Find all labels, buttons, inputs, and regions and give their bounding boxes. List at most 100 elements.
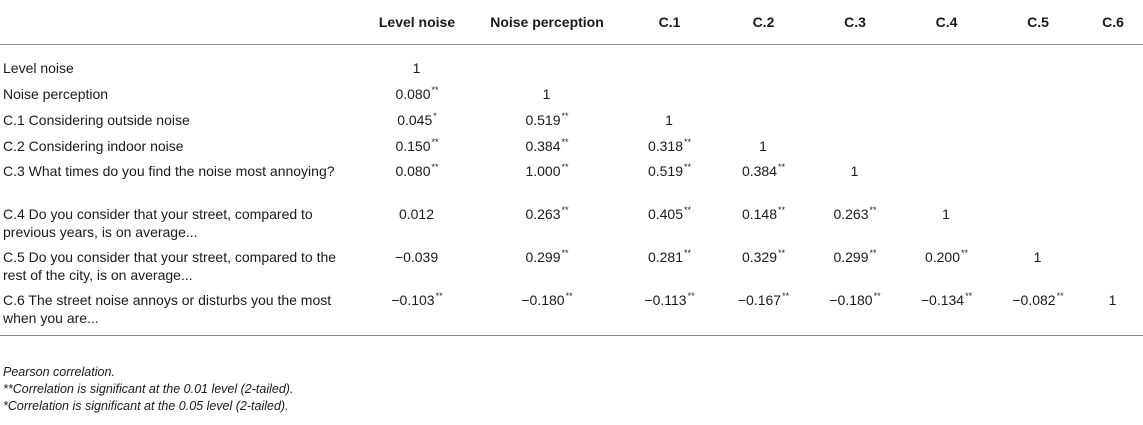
correlation-value: 1	[942, 206, 950, 222]
table-row: C.5 Do you consider that your street, co…	[0, 241, 1143, 284]
correlation-cell	[993, 77, 1083, 103]
correlation-cell: −0.134**	[900, 284, 993, 336]
row-label: C.1 Considering outside noise	[3, 112, 190, 128]
correlation-cell: 0.519**	[622, 155, 717, 198]
correlation-cell: 1	[622, 103, 717, 129]
correlation-cell: 1	[472, 77, 622, 103]
correlation-cell: 0.012	[362, 198, 472, 241]
correlation-value: −0.167	[737, 292, 782, 308]
correlation-cell	[900, 45, 993, 78]
correlation-value: 0.281	[647, 249, 684, 265]
correlation-cell: 0.263**	[810, 198, 900, 241]
correlation-value: 1	[412, 60, 421, 76]
correlation-cell	[993, 103, 1083, 129]
correlation-cell: 0.150**	[362, 129, 472, 155]
correlation-cell	[810, 103, 900, 129]
correlation-cell: 0.200**	[900, 241, 993, 284]
header-cell-c1: C.1	[622, 0, 717, 45]
correlation-cell	[1083, 103, 1143, 129]
correlation-cell	[993, 129, 1083, 155]
correlation-value: 1.000	[525, 163, 561, 179]
correlation-value: 1	[1033, 249, 1042, 265]
correlation-value: 1	[1108, 292, 1117, 308]
row-label: Level noise	[3, 60, 74, 76]
correlation-cell: 0.148**	[717, 198, 810, 241]
correlation-value: 1	[850, 163, 859, 179]
correlation-cell: 0.281**	[622, 241, 717, 284]
correlation-cell: 0.384**	[717, 155, 810, 198]
correlation-value: −0.103	[391, 292, 435, 308]
correlation-cell: −0.039	[362, 241, 472, 284]
correlation-cell	[900, 77, 993, 103]
significance-marker: **	[684, 248, 692, 259]
significance-marker: **	[431, 137, 439, 148]
correlation-value: −0.134	[920, 292, 965, 308]
correlation-cell: −0.167**	[717, 284, 810, 336]
correlation-value: −0.039	[394, 249, 439, 265]
correlation-cell	[622, 45, 717, 78]
significance-marker: **	[561, 205, 569, 216]
correlation-cell: 0.519**	[472, 103, 622, 129]
table-footnotes: Pearson correlation. **Correlation is si…	[3, 364, 293, 415]
footnote-significance-001: **Correlation is significant at the 0.01…	[3, 382, 294, 396]
correlation-value: 0.263	[833, 206, 869, 222]
significance-marker: **	[565, 291, 573, 302]
significance-marker: **	[561, 111, 569, 122]
significance-marker: **	[684, 162, 692, 173]
correlation-cell	[717, 45, 810, 78]
correlation-value: −0.180	[521, 292, 565, 308]
row-label: Noise perception	[3, 86, 109, 102]
header-cell-c5: C.5	[993, 0, 1083, 45]
header-cell-empty	[0, 0, 362, 45]
header-cell-c6: C.6	[1083, 0, 1143, 45]
footnote-significance-005: *Correlation is significant at the 0.05 …	[3, 399, 289, 413]
correlation-cell: 1	[993, 241, 1083, 284]
correlation-value: −0.082	[1012, 292, 1056, 308]
significance-marker: **	[869, 248, 877, 259]
correlation-value: 0.148	[741, 206, 778, 222]
correlation-cell: 0.318**	[622, 129, 717, 155]
correlation-cell	[622, 77, 717, 103]
correlation-cell	[810, 129, 900, 155]
correlation-cell	[810, 45, 900, 78]
significance-marker: **	[561, 162, 569, 173]
correlation-value: −0.180	[829, 292, 873, 308]
correlation-cell: 1	[362, 45, 472, 78]
correlation-value: 0.519	[647, 163, 684, 179]
header-cell-level-noise: Level noise	[362, 0, 472, 45]
table-row: Level noise 1	[0, 45, 1143, 78]
correlation-cell: 1	[900, 198, 993, 241]
correlation-cell	[1083, 155, 1143, 198]
significance-marker: *	[433, 111, 437, 122]
correlation-cell: −0.103**	[362, 284, 472, 336]
correlation-cell	[1083, 77, 1143, 103]
correlation-cell	[993, 198, 1083, 241]
table-row: C.2 Considering indoor noise 0.150** 0.384…	[0, 129, 1143, 155]
correlation-table: Level noise Noise perception C.1 C.2 C.3…	[0, 0, 1143, 336]
significance-marker: **	[778, 162, 786, 173]
significance-marker: **	[961, 248, 969, 259]
table-row: C.3 What times do you find the noise mos…	[0, 155, 1143, 198]
correlation-cell: 0.080**	[362, 77, 472, 103]
correlation-value: 0.150	[395, 138, 431, 154]
correlation-value: 0.384	[741, 163, 778, 179]
correlation-cell: 0.405**	[622, 198, 717, 241]
significance-marker: **	[431, 85, 439, 96]
correlation-cell: 0.299**	[810, 241, 900, 284]
correlation-value: 0.318	[647, 138, 684, 154]
table-row: C.1 Considering outside noise 0.045* 0.519…	[0, 103, 1143, 129]
correlation-cell	[993, 155, 1083, 198]
header-cell-c2: C.2	[717, 0, 810, 45]
row-label: C.4 Do you consider that your street, co…	[3, 206, 313, 240]
correlation-cell	[993, 45, 1083, 78]
correlation-cell: 1	[1083, 284, 1143, 336]
correlation-value: 0.012	[398, 206, 435, 222]
correlation-cell	[717, 103, 810, 129]
correlation-cell	[1083, 241, 1143, 284]
significance-marker: **	[561, 137, 569, 148]
correlation-cell	[1083, 129, 1143, 155]
correlation-value: 0.045	[397, 112, 433, 128]
correlation-cell	[1083, 198, 1143, 241]
correlation-cell: 1	[810, 155, 900, 198]
